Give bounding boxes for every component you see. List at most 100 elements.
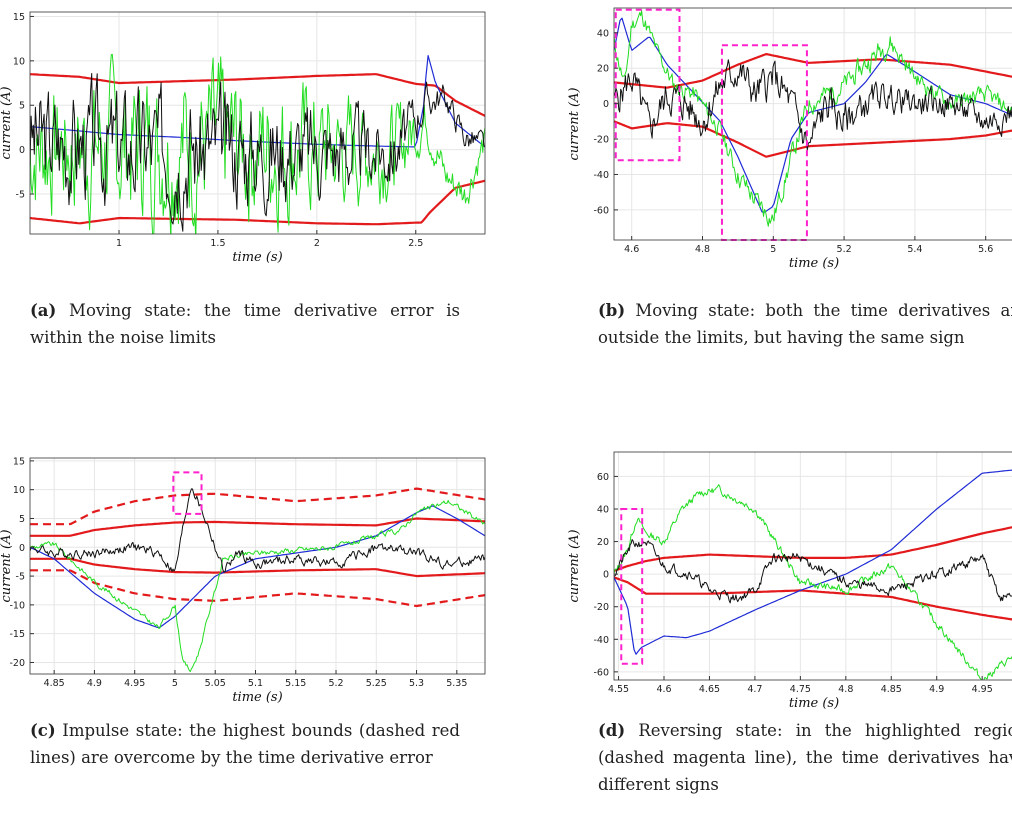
x-tick-label: 4.9 xyxy=(929,684,944,695)
x-tick-label: 5.35 xyxy=(446,678,467,689)
grid xyxy=(30,458,485,674)
x-tick-label: 5.05 xyxy=(205,678,226,689)
x-tick-label: 1.5 xyxy=(210,238,225,249)
y-tick-label: 15 xyxy=(13,12,25,23)
series-red-1 xyxy=(30,557,485,578)
chart-a: 1 1.5 2 2.5 -5 0 5 10 15 time (s) current (A) xyxy=(0,11,486,265)
x-tick-label: 4.65 xyxy=(699,684,720,695)
panel-a: 1 1.5 2 2.5 -5 0 5 10 15 time (s) current (A) (a) … xyxy=(0,0,490,400)
highlight-box-0 xyxy=(614,8,681,162)
series-red-0 xyxy=(614,526,1012,572)
x-tick-label: 4.95 xyxy=(124,678,145,689)
series-green-3 xyxy=(614,10,1012,227)
x-tick-label: 4.9 xyxy=(87,678,102,689)
series-blue-2 xyxy=(614,469,1012,655)
x-tick-label: 1 xyxy=(116,238,122,249)
y-tick-label: -20 xyxy=(593,602,609,613)
caption-label: (c) xyxy=(30,721,56,740)
x-tick-label: 5.1 xyxy=(248,678,263,689)
x-tick-label: 5.4 xyxy=(907,244,922,255)
series-red-1 xyxy=(614,120,1012,158)
plot-area xyxy=(614,10,1012,227)
series-black-4 xyxy=(614,59,1012,151)
y-axis-label: current (A) xyxy=(0,86,14,159)
panel-d: 4.55 4.6 4.65 4.7 4.75 4.8 4.85 4.9 4.95 -60 -40 -2… xyxy=(558,440,1012,817)
caption-c: (c) Impulse state: the highest bounds (d… xyxy=(30,717,460,771)
caption-text: Reversing state: in the highlighted regi… xyxy=(598,721,1012,794)
series-red-0 xyxy=(30,517,485,537)
caption-label: (a) xyxy=(30,301,57,320)
highlight-box-0 xyxy=(620,508,644,665)
x-tick-label: 4.95 xyxy=(972,684,993,695)
y-axis-label: current (A) xyxy=(567,87,582,160)
caption-b: (b) Moving state: both the time derivati… xyxy=(598,297,1012,351)
series-red-1 xyxy=(614,576,1012,621)
x-tick-label: 5.3 xyxy=(409,678,424,689)
y-tick-label: 5 xyxy=(19,101,25,112)
plot-area xyxy=(30,487,485,673)
series-blue-4 xyxy=(30,505,485,628)
plot-frame xyxy=(29,11,486,235)
y-tick-label: 40 xyxy=(597,505,609,516)
series-black-4 xyxy=(30,73,485,232)
x-tick-label: 4.8 xyxy=(838,684,853,695)
x-tick-label: 4.75 xyxy=(790,684,811,695)
y-tick-label: 60 xyxy=(597,472,609,483)
x-tick-label: 2.5 xyxy=(408,238,423,249)
x-tick-label: 5.15 xyxy=(285,678,306,689)
plot-area xyxy=(30,53,485,234)
plot-frame xyxy=(613,7,1012,241)
y-tick-label: 15 xyxy=(13,456,25,467)
series-red-0 xyxy=(30,73,485,117)
y-tick-label: 0 xyxy=(603,99,609,110)
x-axis-label: time (s) xyxy=(789,256,839,271)
y-tick-label: 40 xyxy=(597,28,609,39)
series-red-2 xyxy=(30,487,485,526)
chart-d: 4.55 4.6 4.65 4.7 4.75 4.8 4.85 4.9 4.95 -60 -40 -2… xyxy=(567,451,1012,711)
series-green-5 xyxy=(30,500,485,673)
x-axis-label: time (s) xyxy=(789,696,839,711)
series-black-6 xyxy=(30,488,485,573)
plot-frame xyxy=(29,457,486,675)
x-axis-label: time (s) xyxy=(232,250,282,265)
y-tick-label: 0 xyxy=(19,145,25,156)
x-tick-label: 4.7 xyxy=(747,684,762,695)
x-axis-label: time (s) xyxy=(232,690,282,705)
y-tick-label: -20 xyxy=(593,135,609,146)
chart-b: 4.6 4.8 5 5.2 5.4 5.6 -60 -40 -20 0 20 40 time (s) cu… xyxy=(567,7,1012,271)
y-tick-label: -15 xyxy=(9,629,25,640)
x-tick-label: 5.25 xyxy=(366,678,387,689)
y-tick-label: 5 xyxy=(19,514,25,525)
caption-label: (b) xyxy=(598,301,626,320)
y-axis-label: current (A) xyxy=(567,529,582,602)
series-red-0 xyxy=(614,53,1012,89)
y-tick-label: 10 xyxy=(13,56,25,67)
y-tick-label: 0 xyxy=(19,543,25,554)
y-tick-label: -10 xyxy=(9,600,25,611)
y-tick-label: 0 xyxy=(603,570,609,581)
y-tick-label: 20 xyxy=(597,64,609,75)
plot-frame xyxy=(613,451,1012,681)
y-tick-label: -60 xyxy=(593,667,609,678)
caption-text: Moving state: both the time derivatives … xyxy=(598,301,1012,347)
x-tick-label: 4.6 xyxy=(624,244,639,255)
caption-a: (a) Moving state: the time derivative er… xyxy=(30,297,460,351)
caption-text: Impulse state: the highest bounds (dashe… xyxy=(30,721,460,767)
y-tick-label: 10 xyxy=(13,485,25,496)
y-tick-label: -60 xyxy=(593,205,609,216)
panel-b: 4.6 4.8 5 5.2 5.4 5.6 -60 -40 -20 0 20 40 time (s) cu… xyxy=(558,0,1012,400)
y-tick-label: -5 xyxy=(16,572,25,583)
x-tick-label: 2 xyxy=(314,238,320,249)
x-tick-label: 4.85 xyxy=(44,678,65,689)
y-tick-label: -5 xyxy=(16,190,25,201)
caption-text: Moving state: the time derivative error … xyxy=(30,301,460,347)
series-red-1 xyxy=(30,179,485,226)
x-tick-label: 4.85 xyxy=(881,684,902,695)
caption-label: (d) xyxy=(598,721,626,740)
y-tick-label: -20 xyxy=(9,658,25,669)
x-tick-label: 5 xyxy=(770,244,776,255)
y-tick-label: -40 xyxy=(593,170,609,181)
y-tick-label: 20 xyxy=(597,537,609,548)
grid xyxy=(614,452,1012,680)
plot-area xyxy=(614,469,1012,680)
